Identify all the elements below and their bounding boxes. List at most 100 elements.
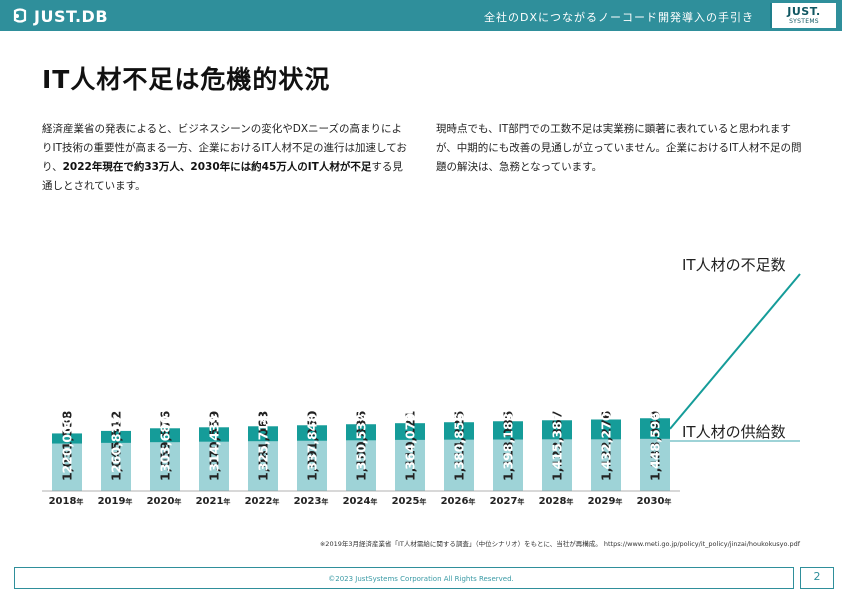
supply-bar xyxy=(591,439,621,491)
supply-bar xyxy=(395,439,425,491)
x-tick-label: 2020年 xyxy=(147,496,182,507)
x-tick-suffix: 年 xyxy=(419,497,426,506)
justdb-logo[interactable]: JUST.DB xyxy=(10,4,108,28)
x-tick-label: 2029年 xyxy=(588,496,623,507)
supply-value-label: 1,114,225 xyxy=(452,411,467,481)
x-tick-suffix: 年 xyxy=(566,497,573,506)
paragraph-text: によりIT技術の重要性が高まる一方、企業におけるIT人材不足の進行は xyxy=(42,123,402,154)
header-tagline: 全社のDXにつながるノーコード開発導入の手引き xyxy=(483,11,754,24)
supply-value-label: 1,091,050 xyxy=(305,410,320,481)
legend-shortage-line xyxy=(669,273,801,430)
shortage-value-label: 398,183 xyxy=(501,413,516,470)
supply-bar xyxy=(297,440,327,491)
shortage-bar xyxy=(395,423,425,440)
source-note: ※2019年3月経済産業省「IT人材需給に関する調査」（中位シナリオ）をもとに、… xyxy=(319,540,800,548)
shortage-bar xyxy=(444,422,474,440)
shortage-bar xyxy=(640,418,670,439)
supply-value-label: 1,133,049 xyxy=(648,411,663,481)
supply-bar xyxy=(493,439,523,491)
shortage-value-label: 432,270 xyxy=(599,412,614,469)
paragraph-text: する見通しとされています。 xyxy=(42,161,403,192)
page-title: IT人材不足は危機的状況 xyxy=(42,65,331,94)
supply-value-label: 1,118,085 xyxy=(501,411,516,481)
shortage-value-label: 260,835 xyxy=(109,416,124,473)
shortage-bar xyxy=(591,419,621,440)
supply-value-label: 1,059,876 xyxy=(158,410,173,481)
paragraph-text: 加速しており、 xyxy=(42,142,407,173)
paragraph-text: 経済産業省の発表によると、ビジネスシーンの変化やDXニーズの高まり xyxy=(42,123,381,135)
supply-value-label: 1,031,538 xyxy=(60,411,75,481)
x-tick-suffix: 年 xyxy=(174,497,181,506)
x-tick-label: 2024年 xyxy=(343,496,378,507)
brand-main-text: JUST. xyxy=(787,5,821,18)
shortage-value-label: 337,848 xyxy=(305,414,320,471)
supply-bar xyxy=(199,441,229,491)
supply-bar xyxy=(346,440,376,491)
shortage-bar xyxy=(493,421,523,440)
x-tick-suffix: 年 xyxy=(664,497,671,506)
x-tick-label: 2019年 xyxy=(98,496,133,507)
supply-value-label: 1,122,367 xyxy=(550,411,565,481)
shortage-bar xyxy=(297,425,327,441)
x-tick-label: 2028年 xyxy=(539,496,574,507)
x-tick-suffix: 年 xyxy=(517,497,524,506)
x-tick-suffix: 年 xyxy=(272,497,279,506)
x-tick-label: 2022年 xyxy=(245,496,280,507)
shortage-bar xyxy=(248,426,278,442)
supply-bar xyxy=(640,438,670,491)
x-tick-suffix: 年 xyxy=(615,497,622,506)
x-tick-label: 2025年 xyxy=(392,496,427,507)
supply-bar xyxy=(248,441,278,491)
intro-paragraph-right: 現時点でも、IT部門での工数不足は実業務に顕著に表れていると思われますが、中期的… xyxy=(436,123,802,173)
shortage-value-label: 415,387 xyxy=(550,412,565,469)
shortage-value-label: 350,532 xyxy=(354,413,369,470)
supply-value-label: 1,081,063 xyxy=(256,411,271,481)
x-tick-suffix: 年 xyxy=(223,497,230,506)
supply-bar xyxy=(101,442,131,491)
shortage-value-label: 314,439 xyxy=(207,415,222,472)
x-tick-suffix: 年 xyxy=(468,497,475,506)
legend-shortage-label: IT人材の不足数 xyxy=(682,256,786,274)
x-tick-suffix: 年 xyxy=(370,497,377,506)
shortage-value-label: 448,596 xyxy=(648,412,663,469)
page-number-box xyxy=(800,567,834,589)
paragraph-emphasis: 2022年現在で約33万人、2030年には約45万人のIT人材 xyxy=(62,161,340,173)
x-tick-label: 2026年 xyxy=(441,496,476,507)
page-number: 2 xyxy=(813,570,821,583)
supply-value-label: 1,070,559 xyxy=(207,411,222,481)
x-tick-label: 2023年 xyxy=(294,496,329,507)
x-tick-suffix: 年 xyxy=(76,497,83,506)
supply-value-label: 1,045,512 xyxy=(109,411,124,481)
paragraph-emphasis: が不足 xyxy=(339,161,372,173)
shortage-value-label: 364,070 xyxy=(403,413,418,470)
legend-supply-label: IT人材の供給数 xyxy=(682,423,786,441)
shortage-value-label: 220,000 xyxy=(60,416,75,473)
x-tick-label: 2018年 xyxy=(49,496,84,507)
supply-bar xyxy=(52,443,82,491)
shortage-bar xyxy=(101,430,131,443)
shortage-value-label: 380,856 xyxy=(452,413,467,470)
footer-divider xyxy=(14,567,794,568)
shortage-bar xyxy=(199,427,229,442)
supply-value-label: 1,122,276 xyxy=(599,410,614,481)
supply-value-label: 1,100,836 xyxy=(354,410,369,481)
copyright-text: ©2023 JustSystems Corporation All Rights… xyxy=(328,575,514,583)
shortage-bar xyxy=(52,433,82,444)
x-tick-suffix: 年 xyxy=(321,497,328,506)
shortage-bar xyxy=(150,428,180,443)
x-tick-label: 2030年 xyxy=(637,496,672,507)
shortage-bar xyxy=(346,424,376,441)
justdb-logo-icon xyxy=(13,8,27,23)
supply-value-label: 1,110,121 xyxy=(403,411,418,481)
shortage-value-label: 325,714 xyxy=(256,414,271,471)
shortage-bar xyxy=(542,420,572,440)
supply-bar xyxy=(150,442,180,491)
footer-frame xyxy=(14,567,794,589)
x-tick-label: 2027年 xyxy=(490,496,525,507)
supply-bar xyxy=(542,439,572,491)
intro-paragraph-left: 経済産業省の発表によると、ビジネスシーンの変化やDXニーズの高まりによりIT技術… xyxy=(42,120,408,196)
x-tick-label: 2021年 xyxy=(196,496,231,507)
justsystems-logo[interactable]: JUST. SYSTEMS xyxy=(770,3,836,28)
header-bar: JUST.DB 全社のDXにつながるノーコード開発導入の手引き JUST. SY… xyxy=(0,0,842,31)
